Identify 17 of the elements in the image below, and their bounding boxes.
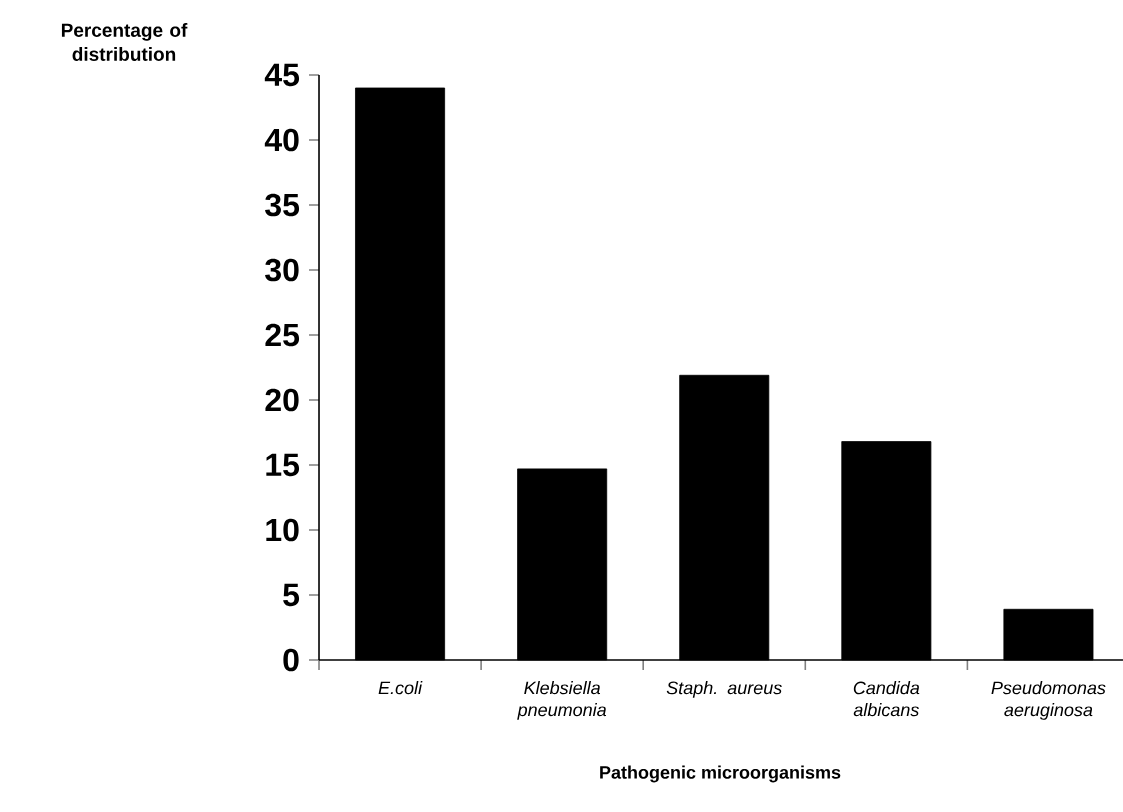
- x-tick-label: E.coli: [378, 681, 423, 695]
- y-tick-label: 30: [265, 258, 299, 282]
- x-tick-label: Klebsiella pneumonia: [517, 681, 607, 720]
- x-tick-label: Pseudomonas aeruginosa: [991, 681, 1106, 720]
- y-tick-label: 40: [264, 128, 299, 152]
- x-axis-title: Pathogenic microorganisms: [600, 765, 841, 783]
- y-axis-title: Percentage of distribution: [61, 23, 188, 61]
- y-tick-label: 20: [265, 388, 299, 412]
- x-tick-label: Staph. aureus: [666, 681, 782, 698]
- y-tick-label: 25: [265, 323, 300, 347]
- y-tick-label: 35: [265, 193, 300, 217]
- y-tick-label: 15: [266, 453, 300, 477]
- y-tick-label: 45: [264, 63, 300, 87]
- y-tick-label: 0: [283, 648, 299, 672]
- x-tick-label: Candida albicans: [853, 681, 920, 717]
- y-tick-label: 5: [283, 583, 300, 607]
- y-tick-label: 10: [266, 518, 299, 542]
